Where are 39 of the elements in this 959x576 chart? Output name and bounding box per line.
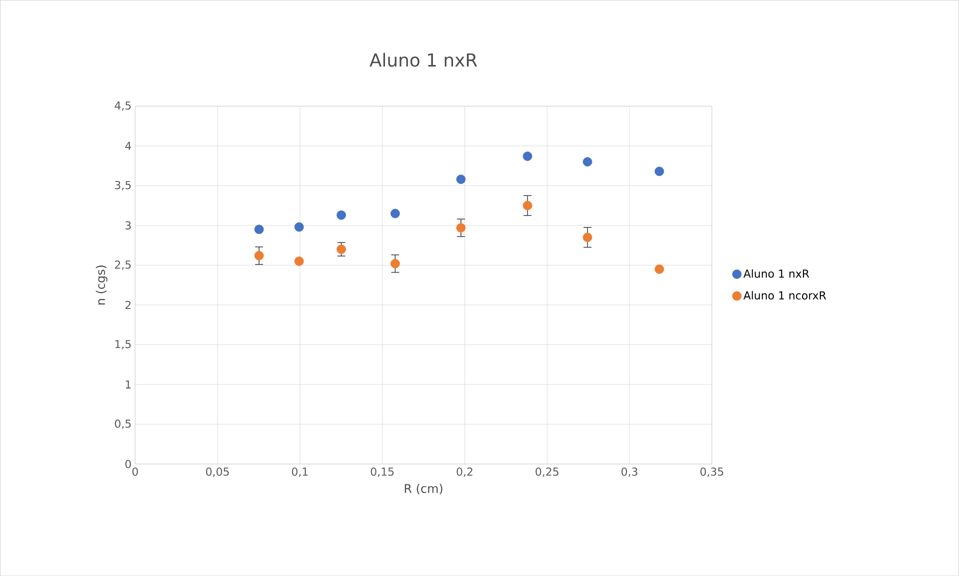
y-tick-label: 0,5 [114, 419, 131, 429]
x-axis-title: R (cm) [404, 484, 442, 494]
y-tick-label: 0 [125, 460, 131, 468]
point [390, 208, 400, 218]
point [390, 258, 400, 268]
y-axis-title: n (cgs) [96, 265, 108, 304]
point [456, 174, 466, 184]
point [582, 157, 592, 166]
point [336, 210, 346, 220]
point [522, 200, 532, 210]
legend-label: Aluno 1 nxR [743, 269, 810, 278]
y-tick-label: 2,5 [115, 260, 131, 270]
point [456, 223, 466, 232]
point [654, 166, 664, 176]
x-tick-label: 0,2 [456, 467, 472, 477]
y-tick-label: 4 [125, 142, 132, 150]
chart-title: Aluno 1 nxR [370, 52, 478, 67]
y-tick-label: 1 [126, 380, 131, 388]
point [522, 151, 532, 161]
x-tick-label: 0 [132, 467, 138, 476]
y-tick-label: 4,5 [114, 101, 131, 111]
point [294, 256, 304, 266]
legend-label: Aluno 1 ncorxR [743, 290, 826, 300]
y-tick-label: 3,5 [115, 180, 131, 190]
x-tick-label: 0,05 [206, 467, 229, 477]
y-tick-label: 2 [125, 300, 131, 309]
point [294, 222, 304, 232]
point [654, 264, 664, 274]
y-tick-label: 3 [125, 221, 131, 230]
point [254, 250, 264, 260]
point [254, 224, 264, 234]
point [336, 244, 346, 254]
x-tick-label: 0,1 [292, 467, 308, 477]
y-tick-label: 1,5 [115, 340, 131, 350]
x-tick-label: 0,25 [536, 467, 558, 477]
point [582, 232, 592, 242]
x-tick-label: 0,35 [700, 467, 724, 477]
x-tick-label: 0,3 [622, 467, 638, 477]
x-tick-label: 0,15 [370, 467, 394, 477]
